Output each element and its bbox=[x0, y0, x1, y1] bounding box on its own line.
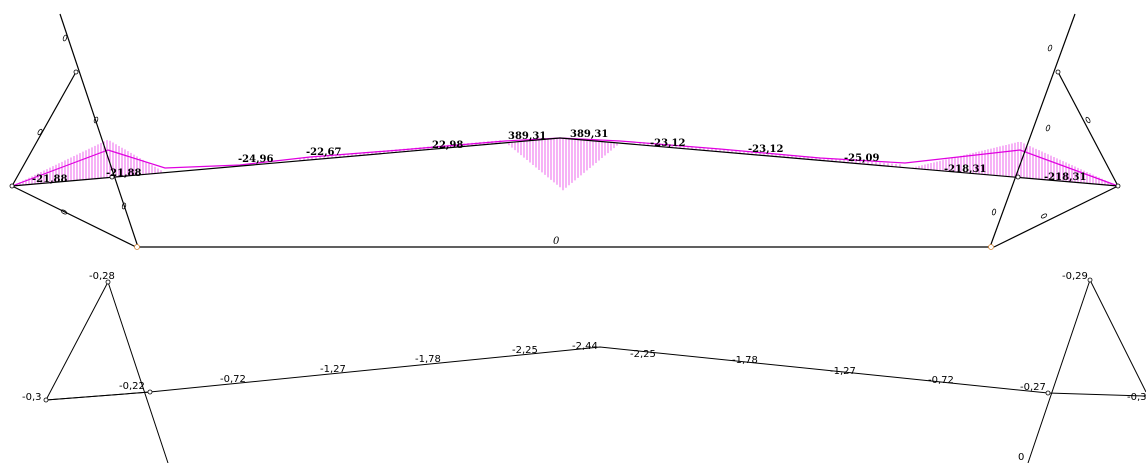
deflection-label: -2,25 bbox=[512, 345, 538, 356]
bottom-tie-zero-label: 0 bbox=[553, 236, 560, 247]
right-brace bbox=[993, 185, 1119, 248]
zero-marker-icon bbox=[991, 208, 997, 216]
deflection-label: -0,28 bbox=[89, 271, 115, 282]
node bbox=[1015, 174, 1021, 180]
deflection-label: -0,3 bbox=[1127, 392, 1146, 403]
node bbox=[1115, 183, 1121, 189]
deflection-label: -2,44 bbox=[572, 341, 598, 352]
top-beam-right bbox=[559, 137, 1119, 187]
moment-label: 389,31 bbox=[508, 131, 546, 142]
zero-marker-icon bbox=[1047, 44, 1053, 52]
zero-marker-icon bbox=[121, 202, 127, 210]
node bbox=[105, 279, 111, 285]
left-outer-column bbox=[59, 13, 139, 248]
bottom-frame-members bbox=[45, 279, 1146, 463]
moment-label: 22,98 bbox=[432, 140, 463, 151]
right-strut bbox=[1089, 279, 1146, 393]
deflection-label: -0,72 bbox=[220, 374, 246, 385]
member-zero-markers bbox=[37, 34, 1091, 219]
left-strut bbox=[11, 71, 77, 187]
moment-label: -24,96 bbox=[238, 154, 274, 165]
zero-marker-icon bbox=[1040, 213, 1048, 219]
moment-labels: -21,88 -21,88 -24,96 -22,67 22,98 389,31 389,3… bbox=[32, 129, 1086, 185]
moment-label: 389,31 bbox=[570, 129, 608, 140]
moment-label: -21,88 bbox=[32, 174, 68, 185]
deflection-label: -1,78 bbox=[732, 355, 758, 366]
moment-label: -23,12 bbox=[748, 144, 784, 155]
zero-marker-icon bbox=[93, 116, 99, 124]
moment-diagram-outline bbox=[11, 137, 1119, 187]
bottom-frame-nodes bbox=[43, 277, 1093, 403]
node bbox=[109, 174, 115, 180]
moment-label: -25,09 bbox=[844, 153, 880, 164]
deflection-label: -0,72 bbox=[928, 375, 954, 386]
deflection-label: -1,27 bbox=[320, 364, 346, 375]
zero-marker-icon bbox=[60, 209, 68, 215]
moment-label: -22,67 bbox=[306, 147, 342, 158]
deflection-label: -0,22 bbox=[119, 381, 145, 392]
node bbox=[43, 397, 49, 403]
top-frame-moment-diagram: 0 -21,88 -21,88 -24,96 -22,67 22,98 389,31 389… bbox=[9, 13, 1121, 250]
node bbox=[9, 183, 15, 189]
deflection-label: 0 bbox=[1018, 452, 1024, 463]
deflection-label: -1,78 bbox=[415, 354, 441, 365]
node bbox=[1045, 390, 1051, 396]
deflection-label: -0,29 bbox=[1062, 271, 1088, 282]
deflection-label: -1,27 bbox=[830, 366, 856, 377]
moment-label: -23,12 bbox=[650, 138, 686, 149]
node bbox=[1087, 277, 1093, 283]
node bbox=[1055, 69, 1061, 75]
left-brace bbox=[11, 185, 137, 248]
deflection-labels: -0,28 -0,3 -0,22 -0,72 -1,27 -1,78 -2,25 -2,44 -… bbox=[22, 271, 1146, 463]
bottom-frame-deflection-diagram: -0,28 -0,3 -0,22 -0,72 -1,27 -1,78 -2,25 -2,44 -… bbox=[22, 271, 1146, 463]
zero-marker-icon bbox=[1045, 124, 1051, 132]
node bbox=[73, 69, 79, 75]
zero-marker-icon bbox=[1085, 116, 1091, 124]
top-frame-members bbox=[11, 13, 1119, 248]
moment-label: -218,31 bbox=[944, 164, 986, 175]
moment-label: -21,88 bbox=[106, 168, 142, 179]
top-beam-left bbox=[11, 137, 561, 187]
node bbox=[147, 389, 153, 395]
deflection-label: -0,3 bbox=[22, 392, 42, 403]
deflection-label: -2,25 bbox=[630, 349, 656, 360]
right-strut bbox=[1057, 71, 1119, 187]
deflection-label: -0,27 bbox=[1020, 382, 1046, 393]
left-column bbox=[107, 281, 169, 463]
support-node bbox=[988, 244, 994, 250]
deflected-beam bbox=[45, 346, 1146, 401]
left-strut bbox=[45, 281, 109, 401]
right-column bbox=[1027, 279, 1091, 463]
top-frame-nodes bbox=[9, 69, 1121, 250]
zero-marker-icon bbox=[37, 128, 43, 136]
zero-marker-icon bbox=[62, 34, 68, 42]
right-outer-column bbox=[989, 13, 1076, 248]
moment-label: -218,31 bbox=[1044, 172, 1086, 183]
support-node bbox=[134, 244, 140, 250]
